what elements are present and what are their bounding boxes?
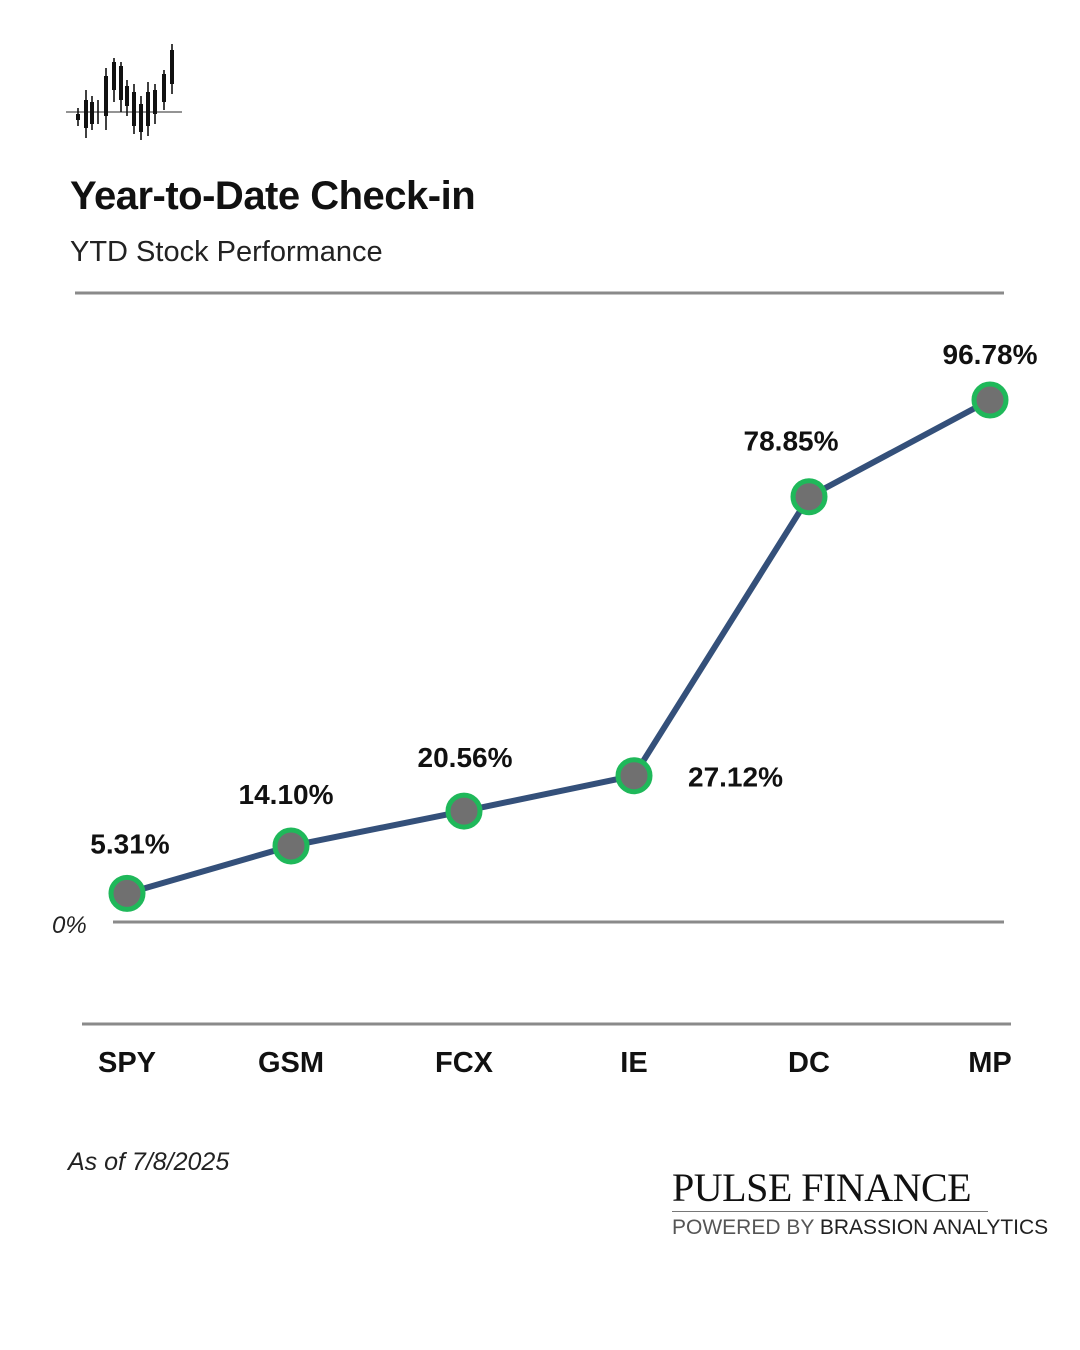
- candlestick-logo-icon: [66, 44, 182, 140]
- brand-tagline-prefix: POWERED BY: [672, 1216, 820, 1239]
- brand-tagline-name: BRASSION ANALYTICS: [819, 1216, 1049, 1239]
- baseline-label: 0%: [52, 912, 87, 939]
- chart-title: Year-to-Date Check-in: [70, 174, 476, 218]
- chart-subtitle: YTD Stock Performance: [70, 236, 383, 268]
- brand-block: PULSE FINANCE POWERED BY BRASSION ANALYT…: [672, 1165, 1048, 1240]
- x-tick-gsm: GSM: [258, 1047, 324, 1079]
- data-label-fcx: 20.56%: [418, 742, 513, 773]
- brand-name: PULSE FINANCE: [672, 1165, 972, 1210]
- data-label-gsm: 14.10%: [239, 779, 334, 810]
- data-point-ie: [615, 757, 653, 795]
- data-label-dc: 78.85%: [744, 426, 839, 457]
- x-tick-spy: SPY: [98, 1047, 156, 1079]
- brand-divider: [672, 1211, 988, 1212]
- data-point-gsm: [272, 827, 310, 865]
- data-label-mp: 96.78%: [943, 339, 1038, 370]
- data-point-mp: [971, 381, 1009, 419]
- x-tick-fcx: FCX: [435, 1047, 494, 1079]
- data-point-fcx: [445, 792, 483, 830]
- x-tick-ie: IE: [620, 1047, 647, 1079]
- x-tick-dc: DC: [788, 1047, 830, 1079]
- data-label-ie: 27.12%: [688, 762, 783, 793]
- data-point-spy: [108, 874, 146, 912]
- x-tick-mp: MP: [968, 1047, 1012, 1079]
- brand-tagline: POWERED BY BRASSION ANALYTICS: [672, 1216, 1048, 1240]
- as-of-date: As of 7/8/2025: [68, 1148, 230, 1176]
- series-line: [124, 397, 993, 897]
- data-point-dc: [790, 478, 828, 516]
- data-label-spy: 5.31%: [90, 828, 169, 859]
